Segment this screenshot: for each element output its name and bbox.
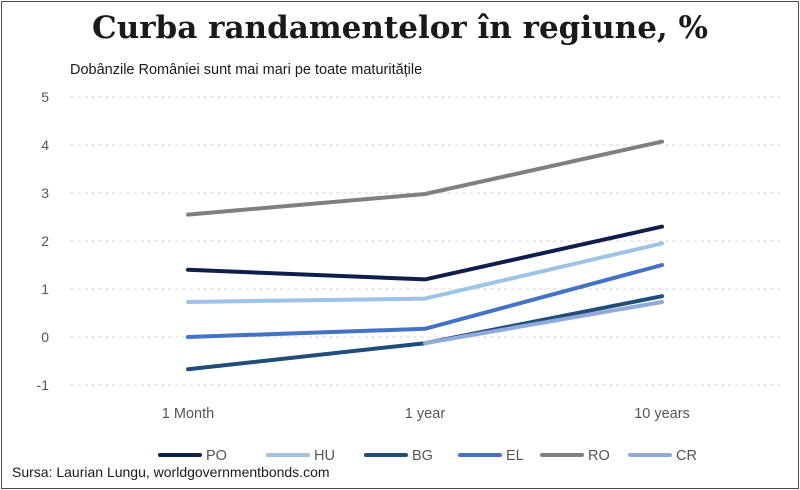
series-line-hu	[186, 241, 664, 304]
x-tick-label: 1 Month	[162, 406, 214, 422]
chart-subtitle: Dobânzile României sunt mai mari pe toat…	[70, 62, 423, 78]
x-tick-label: 1 year	[405, 406, 445, 422]
y-tick-label: 3	[41, 185, 49, 201]
legend-label: PO	[206, 448, 227, 464]
legend-label: BG	[412, 448, 433, 464]
series-line-po	[186, 224, 664, 282]
legend-label: RO	[588, 448, 610, 464]
series-line-cr	[423, 300, 664, 346]
legend-label: EL	[506, 448, 524, 464]
y-tick-label: 5	[41, 89, 49, 105]
series-line-el	[186, 263, 664, 339]
chart-title: Curba randamentelor în regiune, %	[92, 10, 708, 46]
chart-source: Sursa: Laurian Lungu, worldgovernmentbon…	[12, 464, 330, 480]
x-tick-label: 10 years	[634, 406, 690, 422]
y-tick-label: 0	[41, 329, 49, 345]
legend-label: HU	[314, 448, 335, 464]
y-tick-label: -1	[37, 377, 50, 393]
y-tick-label: 2	[41, 233, 49, 249]
y-tick-label: 1	[41, 281, 49, 297]
legend-label: CR	[676, 448, 697, 464]
y-tick-label: 4	[41, 137, 49, 153]
series-line-ro	[186, 139, 664, 217]
